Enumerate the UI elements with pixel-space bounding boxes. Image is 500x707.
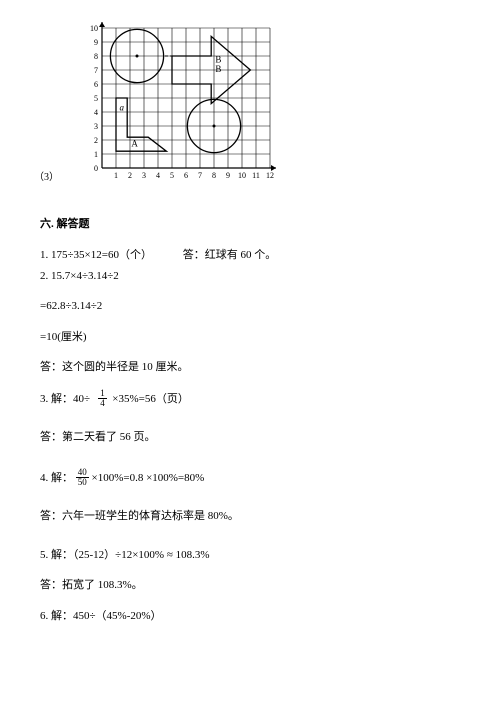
q3-frac-num: 1: [98, 389, 107, 399]
grid-svg: 123456789101112012345678910aABB: [70, 20, 290, 190]
svg-text:10: 10: [90, 24, 98, 33]
svg-text:7: 7: [198, 171, 202, 180]
q2-answer: 答：这个圆的半径是 10 厘米。: [40, 359, 460, 376]
svg-text:1: 1: [114, 171, 118, 180]
svg-text:B: B: [215, 54, 221, 64]
section-title: 六. 解答题: [40, 215, 460, 231]
q4-answer: 答：六年一班学生的体育达标率是 80%。: [40, 508, 460, 525]
svg-text:7: 7: [94, 66, 98, 75]
q4-frac-den: 50: [76, 478, 89, 487]
svg-text:B: B: [215, 64, 221, 74]
q3-frac-den: 4: [98, 399, 107, 408]
grid-figure: 123456789101112012345678910aABB: [70, 20, 460, 193]
svg-text:11: 11: [252, 171, 260, 180]
q3-fraction: 1 4: [98, 389, 107, 408]
q3-post: ×35%=56（页）: [112, 393, 189, 405]
svg-text:a: a: [120, 103, 125, 113]
q4-post: ×100%=0.8 ×100%=80%: [92, 472, 205, 484]
svg-text:4: 4: [94, 108, 98, 117]
svg-text:0: 0: [94, 164, 98, 173]
q6-line: 6. 解：450÷（45%-20%）: [40, 608, 460, 625]
svg-text:9: 9: [226, 171, 230, 180]
q4-fraction: 40 50: [76, 468, 89, 487]
q3-answer: 答：第二天看了 56 页。: [40, 429, 460, 446]
svg-text:4: 4: [156, 171, 160, 180]
svg-text:8: 8: [212, 171, 216, 180]
q4-line: 4. 解： 40 50 ×100%=0.8 ×100%=80%: [40, 469, 460, 488]
q4-pre: 4. 解：: [40, 472, 73, 484]
q3-pre: 3. 解：40÷: [40, 393, 90, 405]
svg-text:1: 1: [94, 150, 98, 159]
svg-text:9: 9: [94, 38, 98, 47]
svg-text:10: 10: [238, 171, 246, 180]
q1-answer: 答：红球有 60 个。: [183, 247, 277, 264]
svg-text:2: 2: [128, 171, 132, 180]
svg-text:A: A: [131, 138, 138, 148]
svg-text:6: 6: [184, 171, 188, 180]
svg-text:8: 8: [94, 52, 98, 61]
q1-expr: 1. 175÷35×12=60（个）: [40, 249, 152, 261]
q5-line: 5. 解：（25-12）÷12×100% ≈ 108.3%: [40, 547, 460, 564]
q5-answer: 答：拓宽了 108.3%。: [40, 577, 460, 594]
svg-text:6: 6: [94, 80, 98, 89]
svg-text:3: 3: [94, 122, 98, 131]
svg-text:5: 5: [170, 171, 174, 180]
q2-line2: =62.8÷3.14÷2: [40, 298, 460, 315]
q1-line: 1. 175÷35×12=60（个） 答：红球有 60 个。: [40, 247, 460, 264]
svg-text:2: 2: [94, 136, 98, 145]
q3-line: 3. 解：40÷ 1 4 ×35%=56（页）: [40, 390, 460, 409]
svg-text:3: 3: [142, 171, 146, 180]
svg-text:12: 12: [266, 171, 274, 180]
svg-text:5: 5: [94, 94, 98, 103]
figure-subpart-label: （3）: [34, 168, 59, 183]
q2-line3: =10(厘米): [40, 329, 460, 346]
q2-line1: 2. 15.7×4÷3.14÷2: [40, 268, 460, 285]
